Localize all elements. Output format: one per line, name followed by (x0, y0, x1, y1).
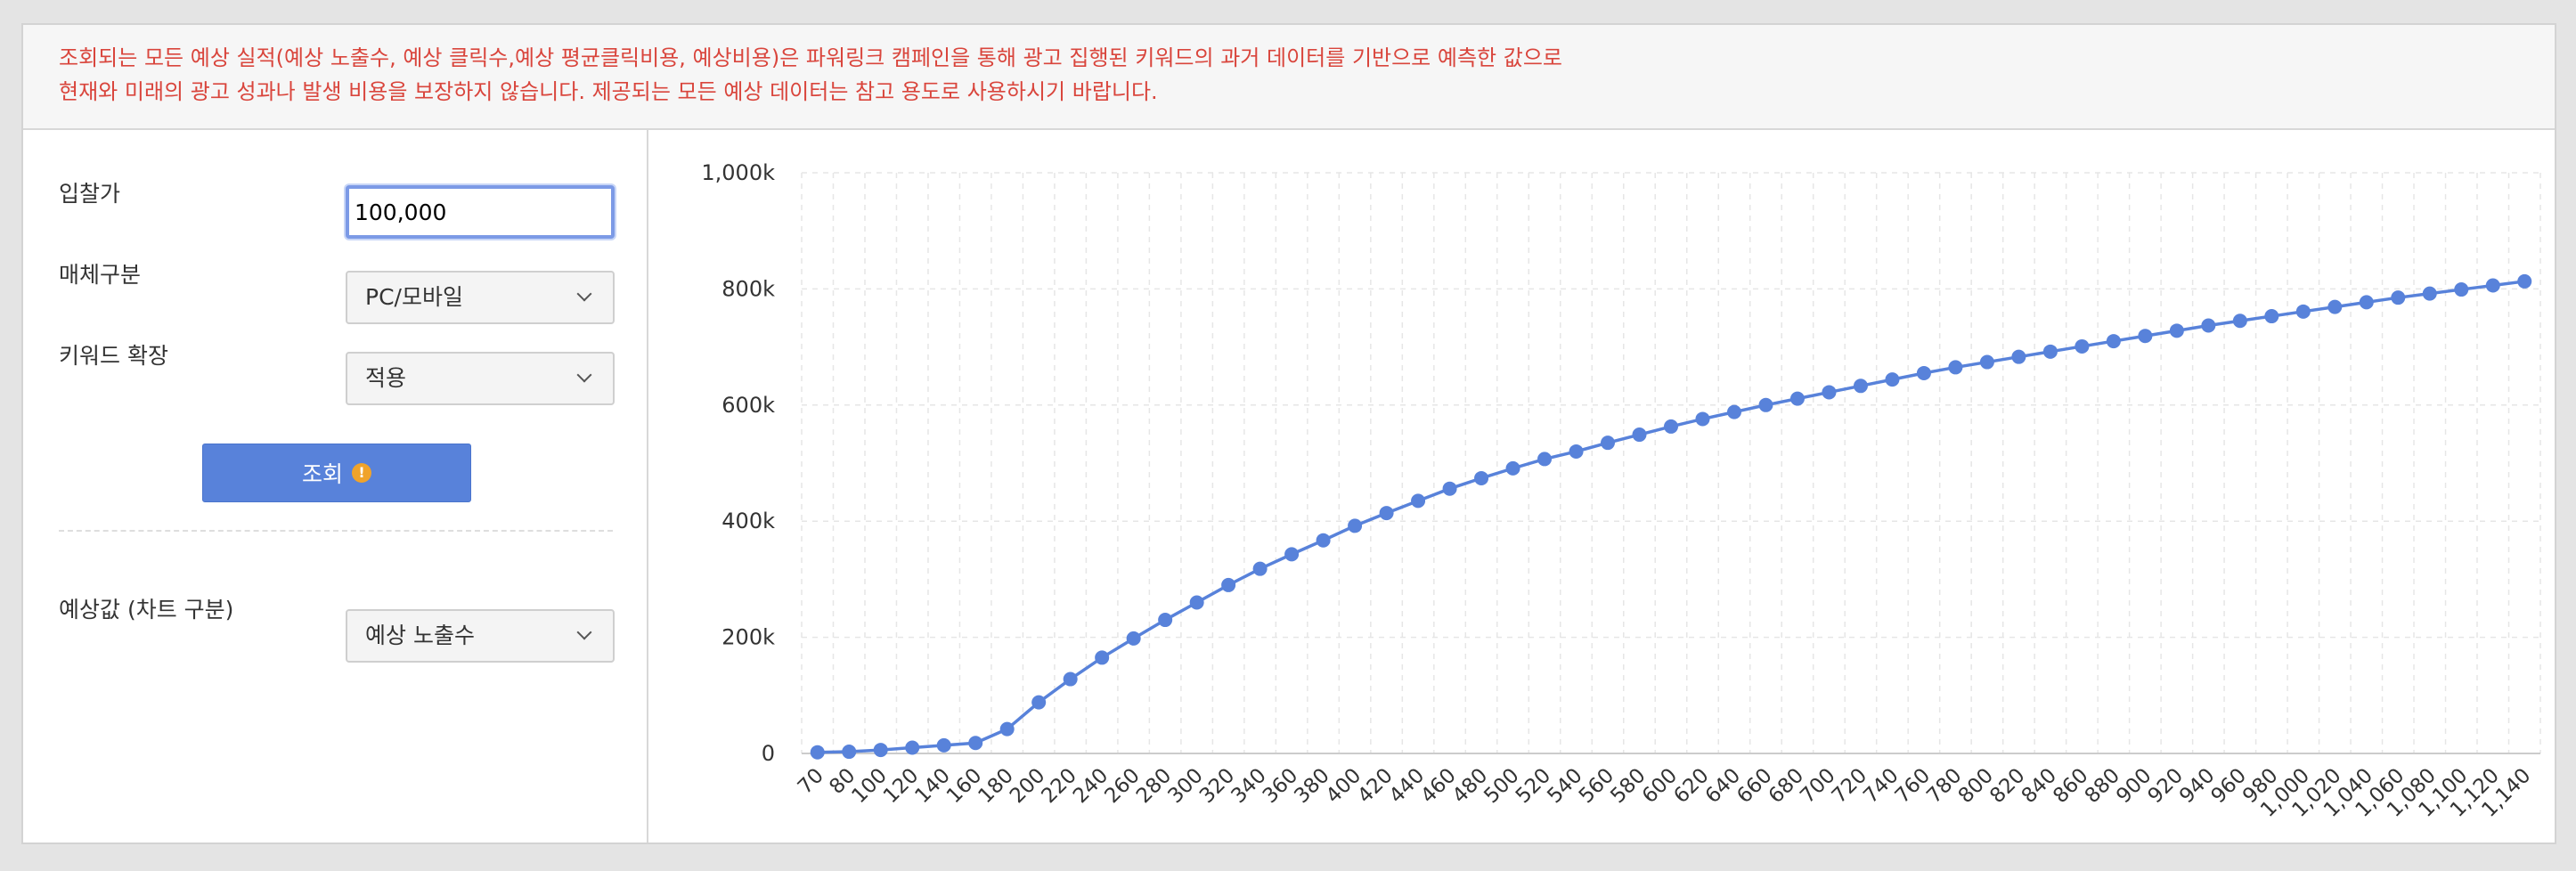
forecast-line-chart: 0200k400k600k800k1,000k70801001201401601… (701, 160, 2541, 822)
y-tick-label: 200k (721, 625, 775, 650)
estimate-type-value: 예상 노출수 (365, 623, 475, 648)
data-point (1916, 365, 1931, 380)
settings-panel: 입찰가 매체구분 PC/모바일 키워드 확장 적용 조회 ! 예상값 (차트 구… (23, 130, 648, 843)
data-point (1348, 518, 1363, 533)
media-select[interactable]: PC/모바일 (346, 271, 615, 324)
data-point (2295, 304, 2311, 319)
bid-label: 입찰가 (59, 181, 121, 207)
forecast-chart: 0 200k 400k 600k 800k 1,000k 70 80 100 120 140 160 1… (648, 130, 2555, 843)
data-point (999, 721, 1015, 737)
data-point (1474, 470, 1489, 485)
data-point (1758, 397, 1773, 412)
data-point (1442, 481, 1457, 496)
data-point (1664, 419, 1678, 434)
data-point (2327, 299, 2343, 314)
disclaimer-line-1: 조회되는 모든 예상 실적(예상 노출수, 예상 클릭수,예상 평균클릭비용, … (59, 45, 1562, 70)
data-point (1063, 672, 1078, 687)
data-point (2106, 334, 2121, 349)
section-divider (59, 530, 613, 532)
keyword-expand-label: 키워드 확장 (59, 343, 168, 369)
media-label: 매체구분 (59, 262, 142, 288)
data-point (2454, 282, 2469, 297)
data-point (2391, 290, 2406, 305)
x-tick-label: 70 (794, 764, 828, 799)
data-point (1537, 452, 1553, 467)
data-point (1379, 506, 1394, 521)
data-point (1316, 533, 1331, 548)
data-point (2359, 295, 2374, 310)
keyword-expand-select[interactable]: 적용 (346, 352, 615, 405)
chevron-down-icon (576, 286, 592, 302)
data-point (1885, 372, 1900, 387)
data-point (1601, 436, 1616, 451)
data-point (1252, 561, 1268, 576)
estimate-type-label: 예상값 (차트 구분) (59, 597, 234, 623)
chevron-down-icon (576, 367, 592, 383)
data-point (905, 740, 920, 755)
y-tick-label: 400k (721, 509, 775, 533)
data-point (2169, 323, 2184, 338)
data-point (2517, 273, 2532, 289)
y-tick-label: 0 (762, 741, 775, 766)
data-point (2042, 344, 2058, 359)
data-point (1569, 444, 1584, 459)
data-point (2264, 309, 2279, 324)
data-point (873, 743, 888, 758)
data-point (1031, 695, 1047, 710)
y-tick-label: 600k (721, 393, 775, 418)
data-point (2201, 318, 2216, 333)
data-point (1505, 460, 1520, 476)
data-point (1189, 595, 1204, 610)
bid-input[interactable] (346, 185, 615, 239)
data-point (1948, 360, 1963, 375)
data-point (2075, 338, 2090, 354)
query-button[interactable]: 조회 ! (202, 444, 471, 502)
data-point (2485, 278, 2500, 293)
chevron-down-icon (576, 624, 592, 640)
data-point (2422, 286, 2437, 301)
data-point (1695, 411, 1710, 427)
disclaimer-notice: 조회되는 모든 예상 실적(예상 노출수, 예상 클릭수,예상 평균클릭비용, … (23, 25, 2555, 130)
warning-icon: ! (352, 463, 371, 483)
keyword-expand-value: 적용 (365, 365, 407, 391)
data-point (1632, 427, 1647, 443)
data-point (1853, 379, 1868, 394)
data-point (2232, 313, 2247, 329)
data-point (1095, 650, 1110, 665)
data-point (1284, 547, 1300, 562)
data-point (1789, 391, 1805, 406)
query-button-label: 조회 (301, 461, 343, 487)
data-point (1726, 404, 1741, 419)
disclaimer-line-2: 현재와 미래의 광고 성과나 발생 비용을 보장하지 않습니다. 제공되는 모든… (59, 79, 1158, 104)
data-point (968, 736, 983, 751)
data-point (1411, 493, 1426, 509)
data-point (842, 745, 857, 760)
estimate-type-select[interactable]: 예상 노출수 (346, 609, 615, 663)
y-tick-label: 1,000k (701, 160, 775, 185)
data-point (2138, 329, 2153, 344)
data-point (810, 745, 825, 760)
forecast-panel: 조회되는 모든 예상 실적(예상 노출수, 예상 클릭수,예상 평균클릭비용, … (21, 23, 2556, 844)
data-point (1822, 385, 1837, 400)
media-select-value: PC/모바일 (365, 284, 463, 310)
data-point (2011, 349, 2026, 364)
y-tick-label: 800k (721, 276, 775, 301)
data-point (1126, 631, 1141, 646)
data-point (936, 737, 951, 753)
data-point (1221, 577, 1236, 592)
data-point (1979, 354, 1994, 370)
data-point (1158, 613, 1173, 628)
